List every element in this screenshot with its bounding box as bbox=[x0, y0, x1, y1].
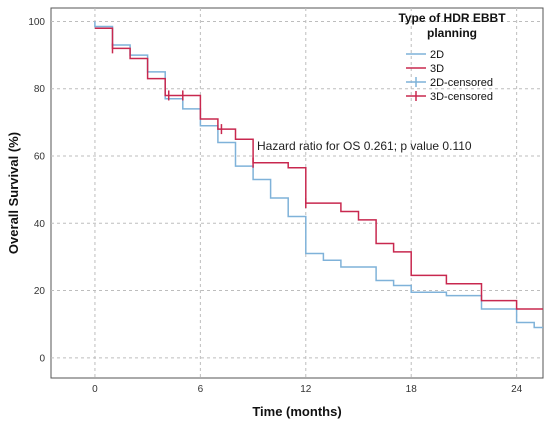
y-tick-labels: 0 20 40 60 80 100 bbox=[28, 17, 45, 364]
x-tick-label: 18 bbox=[406, 384, 418, 395]
x-tick-label: 6 bbox=[198, 384, 204, 395]
legend: Type of HDR EBBT planning 2D 3D 2D-censo… bbox=[398, 11, 506, 103]
legend-label-3d-censored: 3D-censored bbox=[430, 91, 493, 103]
y-tick-label: 20 bbox=[34, 286, 46, 297]
survival-curves bbox=[94, 21, 543, 329]
x-axis-title: Time (months) bbox=[252, 404, 341, 419]
y-axis-title: Overall Survival (%) bbox=[6, 132, 21, 254]
plot-area bbox=[50, 7, 544, 379]
y-tick-label: 80 bbox=[34, 84, 46, 95]
annotation-hazard-ratio: Hazard ratio for OS 0.261; p value 0.110 bbox=[257, 139, 472, 153]
x-tick-label: 24 bbox=[511, 384, 523, 395]
y-tick-label: 0 bbox=[39, 353, 45, 364]
x-tick-label: 12 bbox=[300, 384, 312, 395]
series-line-3d bbox=[94, 27, 543, 310]
x-tick-label: 0 bbox=[92, 384, 98, 395]
legend-title-line2: planning bbox=[427, 26, 477, 40]
legend-title-line1: Type of HDR EBBT bbox=[398, 11, 506, 25]
y-tick-label: 40 bbox=[34, 219, 46, 230]
legend-label-2d: 2D bbox=[430, 49, 444, 61]
legend-label-2d-censored: 2D-censored bbox=[430, 77, 493, 89]
y-tick-label: 60 bbox=[34, 152, 46, 163]
y-tick-label: 100 bbox=[28, 17, 45, 28]
legend-label-3d: 3D bbox=[430, 63, 444, 75]
censor-marks bbox=[111, 43, 307, 209]
series-line-2d bbox=[94, 21, 543, 329]
x-tick-labels: 0 6 12 18 24 bbox=[92, 384, 522, 395]
legend-swatch-2d-censored bbox=[406, 77, 426, 87]
legend-swatch-3d-censored bbox=[406, 91, 426, 101]
